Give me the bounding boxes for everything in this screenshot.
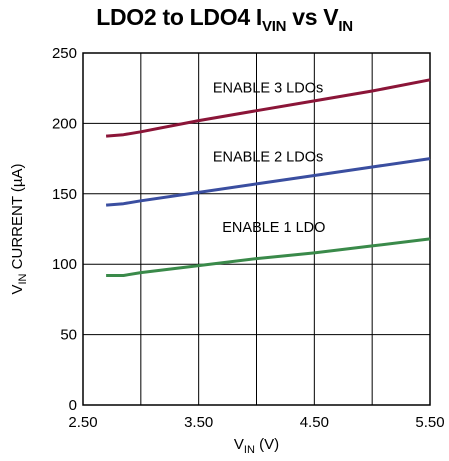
x-tick-labels: 2.50 3.50 4.50 5.50 xyxy=(68,414,444,431)
axis-label-subscript: IN xyxy=(17,273,29,284)
title-text: LDO2 to LDO4 I xyxy=(96,4,263,30)
axis-label-main: V xyxy=(234,436,244,453)
title-text: vs V xyxy=(286,4,339,30)
series-line-3 xyxy=(106,237,431,277)
y-tick-label: 250 xyxy=(52,45,77,62)
series-annotations: ENABLE 3 LDOs ENABLE 2 LDOs ENABLE 1 LDO xyxy=(213,80,326,235)
chart-title: LDO2 to LDO4 IVIN vs VIN xyxy=(0,4,449,35)
x-tick-label: 3.50 xyxy=(184,414,213,431)
y-tick-label: 0 xyxy=(69,397,77,414)
x-tick-label: 4.50 xyxy=(300,414,329,431)
y-tick-label: 100 xyxy=(52,256,77,273)
title-subscript: IN xyxy=(338,18,353,35)
y-tick-label: 150 xyxy=(52,186,77,203)
axis-label-rest: (V) xyxy=(255,436,279,453)
axis-label-subscript: IN xyxy=(244,444,255,456)
axis-label-main: V xyxy=(9,285,26,295)
series-label-3: ENABLE 1 LDO xyxy=(222,220,325,236)
y-axis-label: VIN CURRENT (µA) xyxy=(9,163,29,294)
x-tick-label: 2.50 xyxy=(68,414,97,431)
plot-frame xyxy=(82,52,431,406)
y-tick-label: 200 xyxy=(52,115,77,132)
x-tick-label: 5.50 xyxy=(415,414,444,431)
series-label-1: ENABLE 3 LDOs xyxy=(213,80,323,96)
title-subscript: VIN xyxy=(262,18,287,35)
series-line-1 xyxy=(105,78,431,138)
x-axis-label: VIN (V) xyxy=(234,436,279,456)
y-tick-labels: 0 50 100 150 200 250 xyxy=(52,45,77,414)
grid-lines xyxy=(83,53,430,405)
y-tick-label: 50 xyxy=(60,327,77,344)
series-lines xyxy=(105,78,431,277)
series-label-2: ENABLE 2 LDOs xyxy=(213,149,323,165)
axis-label-rest: CURRENT (µA) xyxy=(9,163,26,273)
series-line-2 xyxy=(105,157,431,207)
